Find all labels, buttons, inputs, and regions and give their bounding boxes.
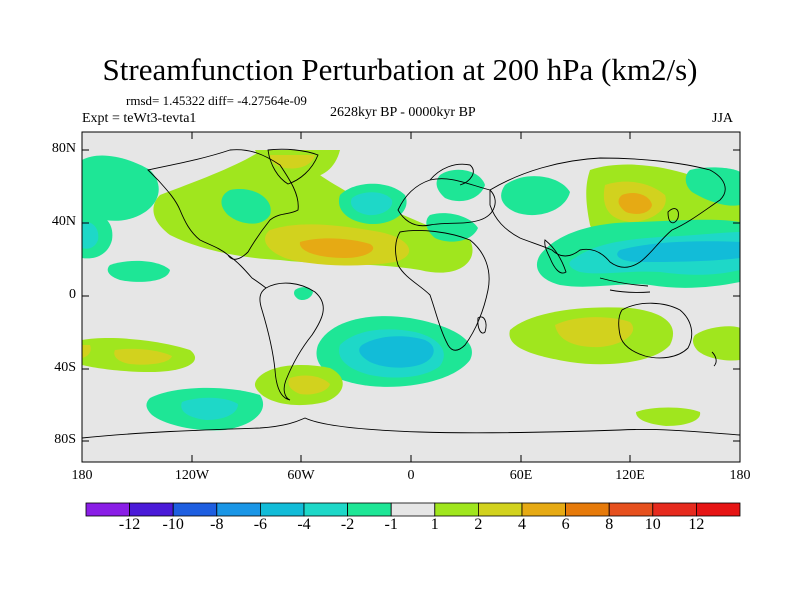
chart-title: Streamfunction Perturbation at 200 hPa (… (102, 52, 698, 87)
colorbar-box (172, 502, 218, 517)
lat-label-40s: 40S (54, 360, 76, 375)
colorbar-label: 6 (561, 516, 570, 533)
colorbar-box (652, 502, 697, 517)
coast-australia (618, 302, 693, 359)
contour-negative-central-pacific (107, 260, 170, 282)
colorbar-label: 10 (644, 516, 661, 533)
contour-positive-s-pacific-east (692, 326, 740, 361)
stats-line: rmsd= 1.45322 diff= -4.27564e-09 (126, 93, 307, 108)
contour-negative-mediterranean (426, 213, 478, 242)
experiment-label: Expt = teWt3-tevta1 (82, 111, 197, 126)
colorbar-label: 8 (605, 516, 614, 533)
contour-positive-s-pacific-west-core (114, 348, 172, 365)
colorbar-box (521, 502, 566, 517)
period-label: 2628kyr BP - 0000kyr BP (330, 105, 476, 120)
coast-europe (397, 178, 496, 227)
contour-positive-indian-ocean-core (555, 317, 634, 348)
contour-negative-n-pacific-east (685, 167, 740, 206)
colorbar-label: -1 (384, 516, 398, 533)
colorbar-label: -10 (162, 516, 184, 533)
contour-negative-asia-pacific-core (617, 241, 740, 262)
coast-madagascar (477, 316, 487, 334)
colorbar-box (216, 502, 261, 517)
contour-negative-n-america (221, 189, 271, 224)
lon-label-60w: 60W (287, 468, 315, 483)
contour-negative-europe (436, 169, 485, 202)
contour-positive-southern-ocean (636, 407, 701, 426)
lon-label-120e: 120E (615, 468, 645, 483)
contour-positive-s-pacific-edge (82, 345, 91, 358)
colorbar-label: -2 (340, 516, 355, 533)
colorbar-label: -8 (210, 516, 224, 533)
contour-positive-siberia-max (618, 193, 652, 214)
contour-negative-s-pacific-core (181, 397, 238, 420)
lat-label-80s: 80S (54, 432, 76, 447)
colorbar-box (477, 502, 523, 517)
contour-negative-central-asia (501, 176, 570, 216)
axis-ticks (81, 132, 741, 462)
coast-india (544, 239, 567, 274)
colorbar-box (434, 502, 479, 517)
coast-north-america (147, 149, 299, 260)
contour-positive-atlantic-max (299, 238, 374, 258)
season-label: JJA (712, 111, 734, 126)
colorbar-label: -4 (297, 516, 311, 533)
colorbar-box (129, 502, 174, 517)
contour-negative-s-atlantic-core (359, 336, 434, 368)
coast-new-zealand (711, 351, 717, 367)
lat-label-40n: 40N (51, 214, 76, 229)
contour-negative-dateline-core (82, 221, 99, 249)
lon-label-180w: 180 (71, 468, 93, 483)
colorbar (85, 502, 741, 517)
map-panel (82, 132, 740, 462)
colorbar-box (696, 502, 741, 517)
coastlines (82, 148, 740, 439)
lat-label-eq: 0 (69, 287, 76, 302)
lon-label-0: 0 (407, 468, 415, 483)
colorbar-label: 12 (688, 516, 705, 533)
coast-asia (489, 157, 726, 268)
colorbar-label: 4 (518, 516, 526, 533)
colorbar-box (259, 502, 305, 517)
lon-label-120w: 120W (174, 468, 210, 483)
colorbar-box (608, 502, 654, 517)
colorbar-box (303, 502, 348, 517)
colorbar-box (390, 502, 436, 517)
colorbar-box (85, 502, 130, 517)
coast-scandinavia (429, 163, 474, 186)
coast-japan (667, 208, 679, 224)
contour-fills (82, 150, 740, 431)
lon-label-180e: 180 (729, 468, 751, 483)
colorbar-label: 2 (474, 516, 483, 533)
colorbar-label: -6 (253, 516, 268, 533)
contour-negative-n-atlantic-core (350, 192, 393, 216)
coast-africa (395, 230, 490, 351)
colorbar-box (565, 502, 610, 517)
colorbar-label: 1 (430, 516, 439, 533)
coast-south-america (259, 282, 324, 401)
coast-central-america (227, 254, 267, 289)
coast-indonesia (599, 277, 651, 293)
contour-negative-tropical-atlantic (294, 287, 313, 301)
colorbar-box (347, 502, 392, 517)
colorbar-label: -12 (118, 516, 141, 533)
coast-antarctica (82, 417, 740, 439)
lat-label-80n: 80N (51, 141, 76, 156)
lon-label-60e: 60E (509, 468, 533, 483)
contour-positive-s-america-core (288, 375, 330, 395)
contour-negative-n-pacific (82, 155, 159, 221)
contour-positive-greenland-core (270, 155, 315, 169)
coast-greenland (267, 148, 319, 185)
